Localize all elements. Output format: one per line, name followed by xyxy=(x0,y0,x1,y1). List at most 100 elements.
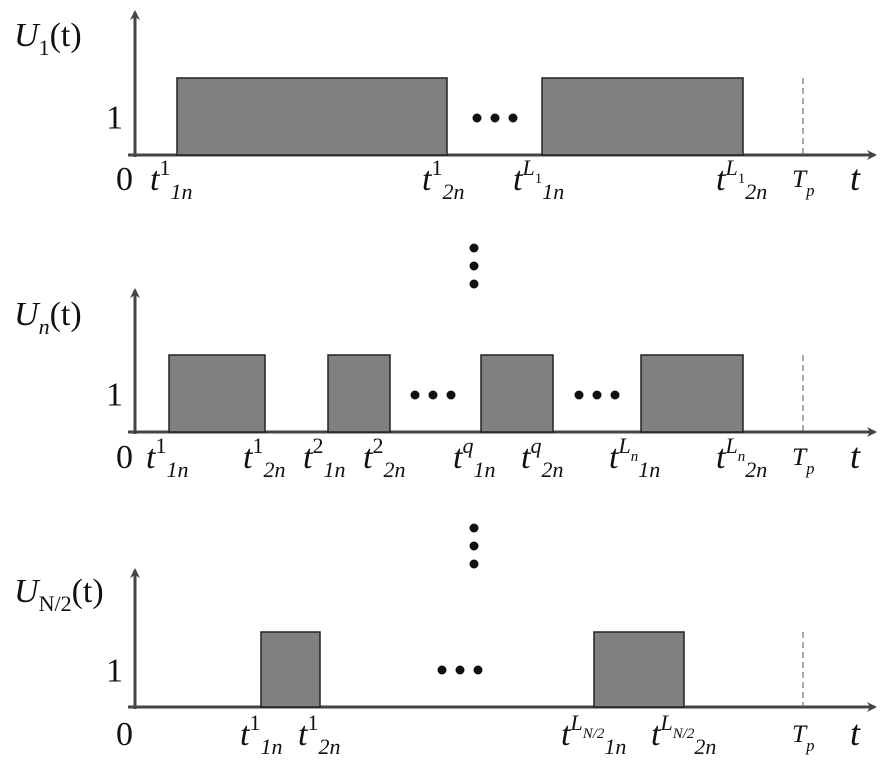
vertical-dots xyxy=(469,243,479,569)
y-axis-label: UN/2(t) xyxy=(14,573,104,616)
label-part: 1 xyxy=(252,433,263,458)
label-part: L xyxy=(617,433,630,458)
label-part: 1n xyxy=(604,734,626,759)
tick-label: tq2n xyxy=(521,433,563,482)
pulse xyxy=(480,354,554,433)
pulse xyxy=(541,77,744,156)
label-part: L xyxy=(521,155,534,180)
label-part: (t) xyxy=(72,573,104,610)
label-part: 2n xyxy=(541,457,563,482)
label-part: 1 xyxy=(39,35,50,60)
level-label: 1 xyxy=(106,653,123,690)
tick-label: t11n xyxy=(240,710,282,759)
label-part: U xyxy=(14,17,41,54)
pulse xyxy=(176,77,448,156)
ellipsis-dot xyxy=(508,113,518,123)
level-label: 1 xyxy=(106,377,123,414)
ellipsis-dot xyxy=(437,665,447,675)
ellipsis-dot xyxy=(574,390,584,400)
origin-label: 0 xyxy=(116,439,133,476)
label-part: t xyxy=(303,439,314,476)
label-part: (t) xyxy=(50,296,82,333)
label-part: t xyxy=(150,161,161,198)
tick-label: t12n xyxy=(243,433,285,482)
ellipsis-dot xyxy=(473,665,483,675)
tick-label: t12n xyxy=(298,710,340,759)
origin-label: 0 xyxy=(116,161,133,198)
label-part: 2n xyxy=(442,179,464,204)
tick-label: tLn1n xyxy=(609,433,660,482)
label-part: U xyxy=(14,573,41,610)
label-part: t xyxy=(453,439,464,476)
x-axis-label: t xyxy=(850,158,861,198)
label-part: 1n xyxy=(542,179,564,204)
label-part: 2n xyxy=(383,457,405,482)
label-part: N/2 xyxy=(39,591,72,616)
label-part: p xyxy=(805,736,814,755)
tick-label: tLN/21n xyxy=(561,710,626,759)
label-part: 1 xyxy=(738,171,746,187)
label-part: 1 xyxy=(535,171,543,187)
label-part: n xyxy=(631,449,639,465)
label-part: 1n xyxy=(473,457,495,482)
label-part: t xyxy=(422,161,433,198)
label-part: t xyxy=(243,439,254,476)
label-part: 1n xyxy=(638,457,660,482)
ellipsis-dot xyxy=(428,390,438,400)
label-part: q xyxy=(530,433,541,458)
ellipsis-dot xyxy=(610,390,620,400)
label-part: t xyxy=(240,716,251,753)
label-part: t xyxy=(363,439,374,476)
label-part: 2n xyxy=(263,457,285,482)
label-part: 2n xyxy=(745,457,767,482)
pulse xyxy=(168,354,266,433)
label-part: 1 xyxy=(249,710,260,735)
ellipsis-dot xyxy=(446,390,456,400)
ellipsis-dot xyxy=(455,665,465,675)
label-part: t xyxy=(513,161,524,198)
label-part: L xyxy=(724,433,737,458)
period-label: Tp xyxy=(792,442,814,478)
period-label: Tp xyxy=(792,164,814,200)
pulse xyxy=(260,631,321,708)
label-part: 1n xyxy=(170,179,192,204)
period-label: Tp xyxy=(792,719,814,755)
label-part: U xyxy=(14,296,41,333)
label-part: 1n xyxy=(323,457,345,482)
pulse xyxy=(640,354,744,433)
label-part: L xyxy=(724,155,737,180)
tick-label: t11n xyxy=(150,155,192,204)
label-part: p xyxy=(805,459,814,478)
label-part: 1 xyxy=(307,710,318,735)
pulse xyxy=(593,631,685,708)
ellipsis-dot xyxy=(472,113,482,123)
label-part: 2 xyxy=(312,433,323,458)
label-part: 2n xyxy=(318,734,340,759)
origin-label: 0 xyxy=(116,716,133,753)
label-part: 1n xyxy=(166,457,188,482)
label-part: T xyxy=(792,719,808,748)
label-part: t xyxy=(716,439,727,476)
label-part: t xyxy=(651,716,662,753)
tick-label: tLn2n xyxy=(716,433,767,482)
label-part: 2 xyxy=(372,433,383,458)
label-part: t xyxy=(146,439,157,476)
label-part: t xyxy=(298,716,309,753)
label-part: T xyxy=(792,164,808,193)
ellipsis-dot xyxy=(410,390,420,400)
tick-label: tL11n xyxy=(513,155,564,204)
tick-label: t11n xyxy=(146,433,188,482)
label-part: N/2 xyxy=(582,726,605,742)
label-part: 2n xyxy=(694,734,716,759)
label-part: 2n xyxy=(745,179,767,204)
label-part: n xyxy=(39,314,50,339)
level-label: 1 xyxy=(106,100,123,137)
label-part: p xyxy=(805,181,814,200)
label-part: t xyxy=(521,439,532,476)
label-part: t xyxy=(561,716,572,753)
label-part: N/2 xyxy=(672,726,695,742)
tick-label: tq1n xyxy=(453,433,495,482)
label-part: L xyxy=(659,710,672,735)
pulse xyxy=(327,354,391,433)
label-part: t xyxy=(716,161,727,198)
